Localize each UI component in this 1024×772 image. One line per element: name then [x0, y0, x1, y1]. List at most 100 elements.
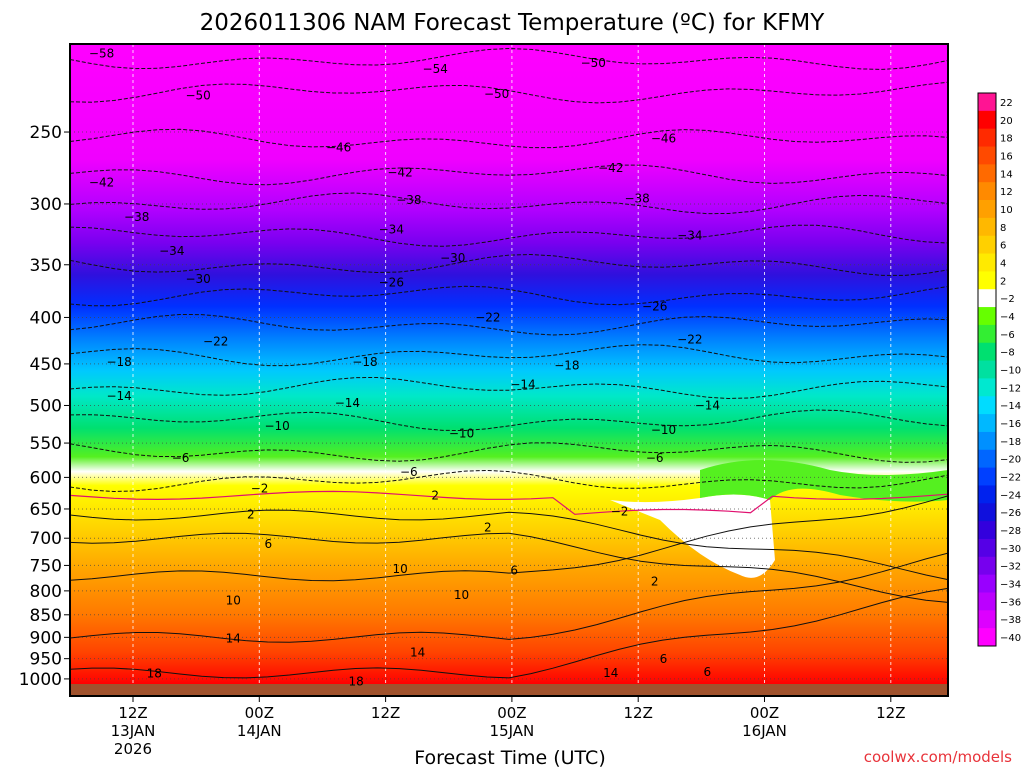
colorbar-swatch: [978, 467, 996, 486]
isotherm-label: 6: [510, 564, 518, 578]
cold-pocket-region: [700, 460, 948, 502]
isotherm-line: [70, 285, 948, 307]
y-tick-label: 650: [30, 500, 62, 520]
colorbar-swatch: [978, 538, 996, 558]
isotherm-label: 14: [410, 645, 425, 659]
x-tick-label-time: 12Z: [624, 704, 653, 722]
colorbar-label: −38: [1000, 615, 1021, 626]
isotherm-label: −14: [106, 389, 131, 403]
colorbar-swatch: [978, 128, 996, 148]
isotherm-label: −10: [651, 423, 676, 437]
colorbar-label: −32: [1000, 562, 1021, 573]
y-tick-label: 700: [30, 529, 62, 549]
isotherm-label: −50: [185, 89, 210, 103]
isotherm-label: −58: [89, 47, 114, 61]
isotherm-label: 6: [704, 665, 712, 679]
isotherm-line-warm: [70, 495, 948, 582]
y-tick-label: 850: [30, 606, 62, 626]
colorbar-label: 22: [1000, 98, 1013, 109]
isotherm-label: −34: [677, 229, 702, 243]
isotherm-label: 10: [226, 594, 241, 608]
isotherm-label: −38: [624, 192, 649, 206]
colorbar-swatch: [978, 164, 996, 183]
colorbar-legend: 22 20 18 16 14 12 10 8 6 4 2 −2 −4 −6 −8 −10 −12 −14 −16 −1…: [977, 92, 1021, 647]
isotherm-label: 14: [603, 666, 618, 680]
colorbar-swatch: [978, 521, 996, 540]
colorbar-label: −22: [1000, 473, 1021, 484]
y-tick-label: 500: [30, 396, 62, 416]
isotherm-label: 10: [454, 588, 469, 602]
colorbar-swatch: [978, 503, 996, 522]
colorbar-label: −10: [1000, 366, 1021, 377]
isotherm-label: −30: [185, 272, 210, 286]
colorbar-label: −40: [1000, 633, 1021, 644]
x-tick-label-date: 15JAN: [490, 722, 535, 740]
colorbar-swatch: [978, 574, 996, 593]
isotherm-label: −22: [203, 334, 228, 348]
colorbar-label: −36: [1000, 597, 1021, 608]
colorbar-label: −2: [1000, 294, 1015, 305]
isotherm-label: −46: [326, 140, 351, 154]
y-tick-label: 600: [30, 468, 62, 488]
colorbar-label: −20: [1000, 455, 1021, 466]
isotherm-line: [70, 81, 948, 104]
colorbar-label: 6: [1000, 241, 1006, 252]
isotherm-line-warm: [70, 552, 948, 643]
isotherm-label: −10: [264, 419, 289, 433]
isotherm-label: −42: [598, 161, 623, 175]
y-tick-label: 900: [30, 628, 62, 648]
isotherm-label: −50: [581, 56, 606, 70]
colorbar-swatch: [978, 271, 996, 290]
isotherm-label: −2: [251, 481, 269, 495]
colorbar-swatch: [978, 217, 996, 237]
isotherm-label: 18: [147, 666, 162, 680]
x-tick-label-date: 13JAN: [111, 722, 156, 740]
isotherm-label: −50: [484, 87, 509, 101]
isotherm-label: −22: [677, 332, 702, 346]
y-axis: 2503003504004505005506006507007508008509…: [19, 123, 70, 690]
isotherm-line: [70, 47, 948, 70]
y-tick-label: 750: [30, 556, 62, 576]
isotherm-label: −26: [642, 299, 667, 313]
isotherm-line: [70, 128, 948, 149]
isotherm-line-warm: [70, 509, 948, 581]
colorbar-border: [977, 92, 997, 647]
colorbar-label: 2: [1000, 276, 1006, 287]
isotherm-label: −2: [611, 504, 629, 518]
isotherm-contours: [70, 47, 948, 679]
colorbar-swatch: [978, 360, 996, 379]
isotherm-label: −46: [651, 131, 676, 145]
y-tick-label: 950: [30, 650, 62, 670]
isotherm-label: −22: [475, 310, 500, 324]
colorbar-label: −14: [1000, 401, 1021, 412]
isotherm-line: [70, 164, 948, 186]
y-tick-label: 400: [30, 308, 62, 328]
isotherm-label: −34: [379, 222, 404, 236]
isotherm-label: −38: [124, 210, 149, 224]
isotherm-line: [70, 376, 948, 400]
colorbar-swatch: [978, 449, 996, 469]
temperature-gradient-fill: [70, 44, 948, 684]
colorbar-label: 12: [1000, 187, 1013, 198]
isotherm-line: [70, 192, 948, 215]
y-tick-label: 250: [30, 123, 62, 143]
colorbar-swatch: [978, 324, 996, 344]
colorbar-swatch: [978, 110, 996, 130]
y-tick-label: 300: [30, 195, 62, 215]
isotherm-label: 6: [660, 652, 668, 666]
colorbar-swatch: [978, 485, 996, 504]
colorbar-label: −24: [1000, 490, 1021, 501]
isotherm-label: −42: [387, 165, 412, 179]
colorbar-label: 18: [1000, 134, 1013, 145]
colorbar-label: −18: [1000, 437, 1021, 448]
colorbar-label: −4: [1000, 312, 1015, 323]
colorbar-label: 14: [1000, 169, 1013, 180]
x-tick-label-date: 14JAN: [237, 722, 282, 740]
colorbar-swatch: [978, 431, 996, 451]
colorbar-label: 4: [1000, 258, 1006, 269]
x-tick-label-time: 12Z: [876, 704, 905, 722]
colorbar-label: 10: [1000, 205, 1013, 216]
isotherm-label: 18: [349, 675, 364, 689]
